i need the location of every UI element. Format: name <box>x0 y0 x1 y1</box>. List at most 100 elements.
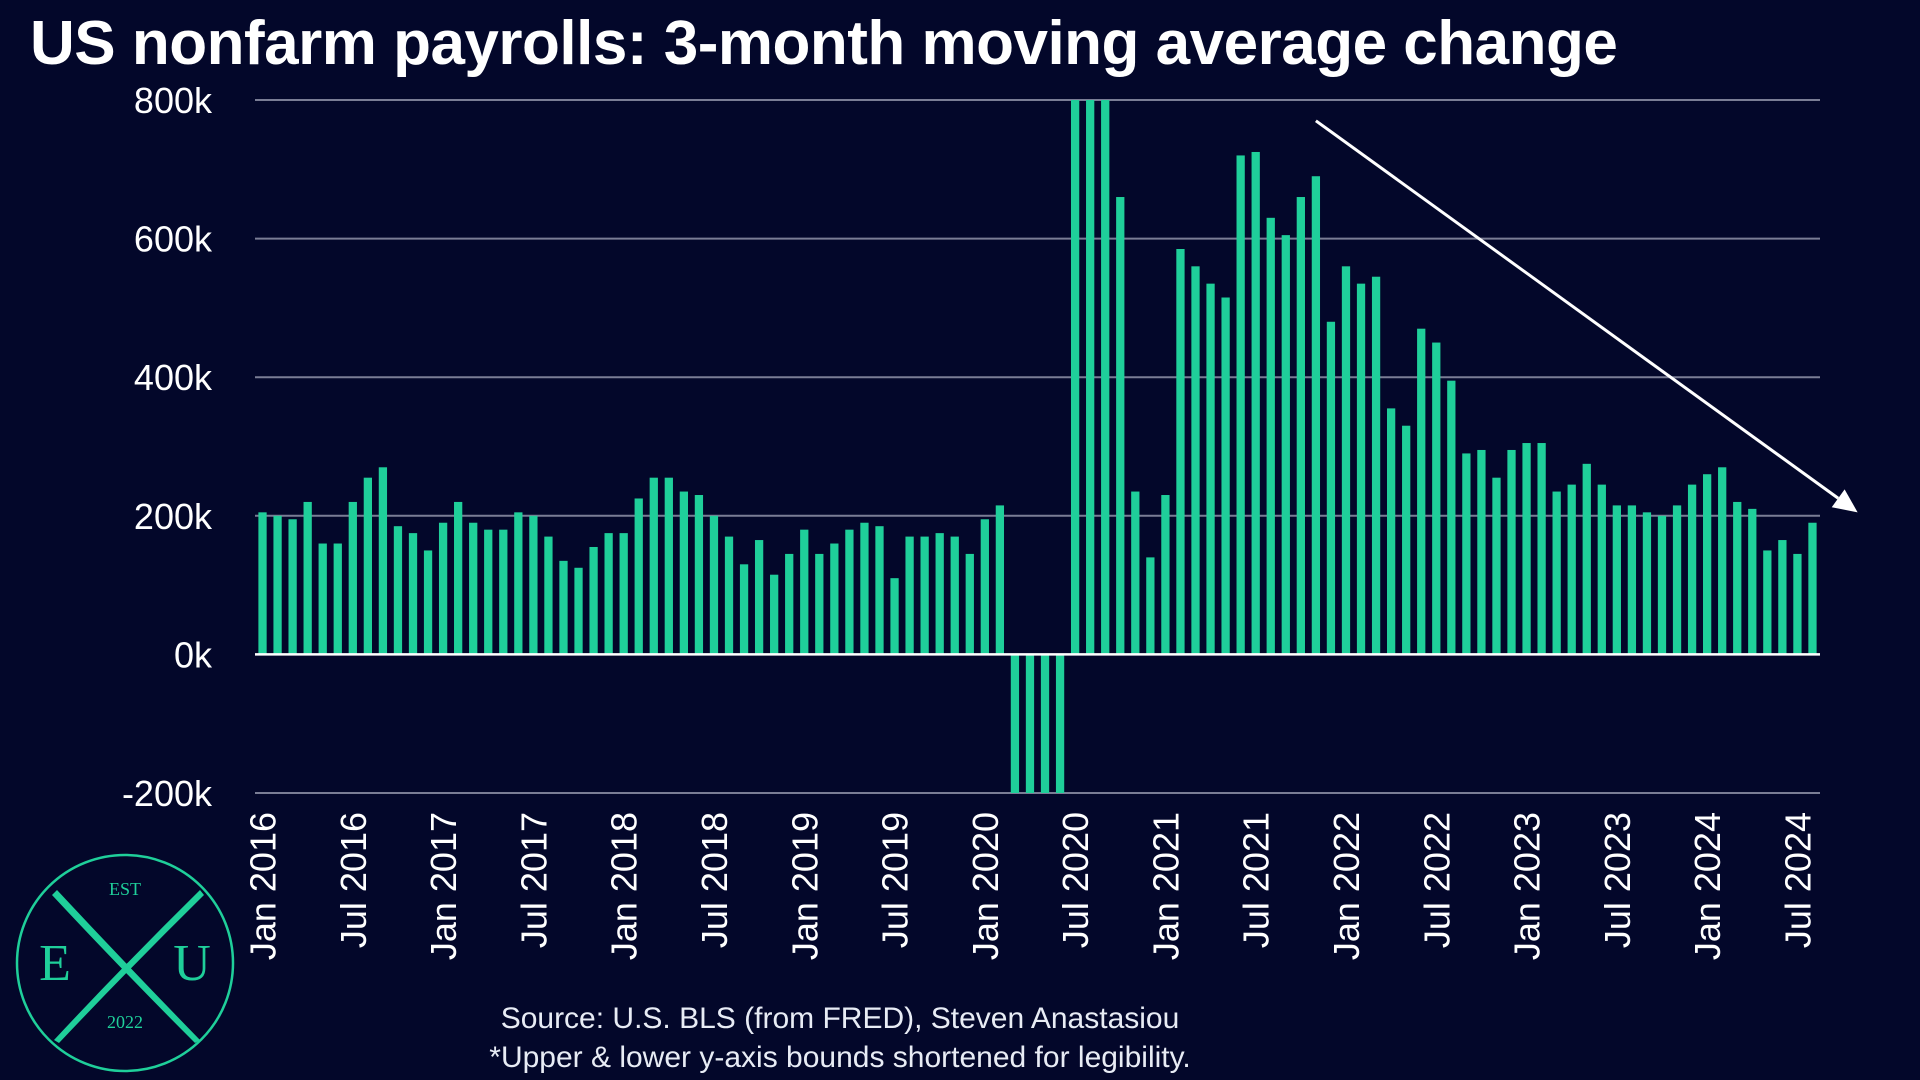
bar <box>529 515 538 655</box>
logo-right-letter: U <box>173 935 211 992</box>
bar <box>348 501 357 655</box>
source-note: Source: U.S. BLS (from FRED), Steven Ana… <box>500 1002 1180 1035</box>
y-tick-label: 800k <box>134 80 213 121</box>
bar <box>408 533 418 655</box>
bar <box>318 543 327 655</box>
bar <box>1642 512 1652 655</box>
bar <box>438 522 448 655</box>
bar <box>739 564 749 655</box>
bar <box>1748 508 1757 655</box>
bar <box>634 498 643 655</box>
bar <box>649 477 658 655</box>
bar <box>1161 495 1170 655</box>
bar <box>845 529 854 655</box>
bar <box>1552 491 1561 655</box>
bar <box>1281 235 1290 655</box>
bar <box>1417 328 1426 655</box>
x-tick-label: Jul 2019 <box>875 812 916 948</box>
bar <box>785 553 794 655</box>
bars <box>258 100 1817 793</box>
bar <box>303 501 312 655</box>
bar <box>1326 321 1336 655</box>
x-tick-label: Jan 2024 <box>1687 812 1728 960</box>
bar <box>1612 505 1621 655</box>
x-tick-label: Jan 2018 <box>604 812 645 960</box>
bar <box>559 560 568 655</box>
bar <box>1341 266 1351 655</box>
bar <box>544 536 553 655</box>
x-tick-label: Jul 2016 <box>333 812 374 948</box>
bar <box>1055 654 1065 793</box>
y-tick-label: 200k <box>134 496 213 537</box>
bar <box>589 546 598 655</box>
x-tick-label: Jul 2024 <box>1777 812 1818 948</box>
bar <box>1040 654 1050 793</box>
y-tick-label: 0k <box>174 634 213 675</box>
footnote: *Upper & lower y-axis bounds shortened f… <box>489 1041 1191 1074</box>
trend-arrow <box>1315 119 1858 513</box>
bar <box>905 536 914 655</box>
x-tick-label: Jul 2021 <box>1236 812 1277 948</box>
bar <box>619 533 628 655</box>
bar <box>258 512 267 655</box>
bar <box>1311 176 1321 655</box>
x-tick-label: Jan 2021 <box>1145 812 1186 960</box>
bar <box>965 553 974 655</box>
bar <box>920 536 929 655</box>
bar <box>1371 276 1381 655</box>
bar <box>935 533 944 655</box>
bar <box>484 529 493 655</box>
bar <box>1070 100 1080 655</box>
bar <box>1492 477 1501 655</box>
bar <box>1191 266 1200 655</box>
bar <box>1146 557 1155 655</box>
bar <box>679 491 689 655</box>
bar <box>980 519 989 655</box>
bar <box>1808 522 1817 655</box>
bar <box>454 501 463 655</box>
bar <box>1793 553 1802 655</box>
x-tick-label: Jan 2022 <box>1326 812 1367 960</box>
trend-arrow-head <box>1831 489 1858 513</box>
bar <box>1086 100 1095 655</box>
bar <box>1778 540 1787 655</box>
bar <box>1025 654 1035 793</box>
bar <box>950 536 959 655</box>
bar <box>378 467 388 655</box>
y-tick-label: 600k <box>134 219 213 260</box>
bar <box>860 522 869 655</box>
bar <box>273 515 282 655</box>
bar <box>1386 408 1396 655</box>
bar <box>709 515 719 655</box>
bar <box>754 540 764 655</box>
bar <box>363 477 372 655</box>
bar <box>830 543 839 655</box>
bar <box>800 529 809 655</box>
x-tick-label: Jan 2020 <box>965 812 1006 960</box>
bar <box>423 550 433 655</box>
bar <box>1733 501 1742 655</box>
exu-logo: EST E U 2022 <box>15 853 235 1073</box>
bar <box>1402 425 1411 655</box>
bar <box>1236 155 1245 655</box>
bar <box>1537 443 1546 655</box>
logo-bottom-text: 2022 <box>107 1012 143 1032</box>
bar <box>514 512 523 655</box>
bar <box>1206 283 1215 655</box>
bar <box>1131 491 1140 655</box>
bar <box>1522 443 1531 655</box>
bar <box>499 529 508 655</box>
x-tick-label: Jan 2019 <box>784 812 825 960</box>
bar <box>574 567 583 655</box>
y-tick-label: 400k <box>134 357 213 398</box>
bar <box>1672 505 1682 655</box>
bar <box>1010 654 1020 793</box>
bar <box>393 526 403 655</box>
bar <box>1462 453 1471 655</box>
bar <box>1657 515 1667 655</box>
bar <box>469 522 478 655</box>
bar <box>1266 217 1275 655</box>
bar <box>333 543 342 655</box>
x-tick-label: Jan 2023 <box>1507 812 1548 960</box>
bar <box>1116 197 1125 655</box>
